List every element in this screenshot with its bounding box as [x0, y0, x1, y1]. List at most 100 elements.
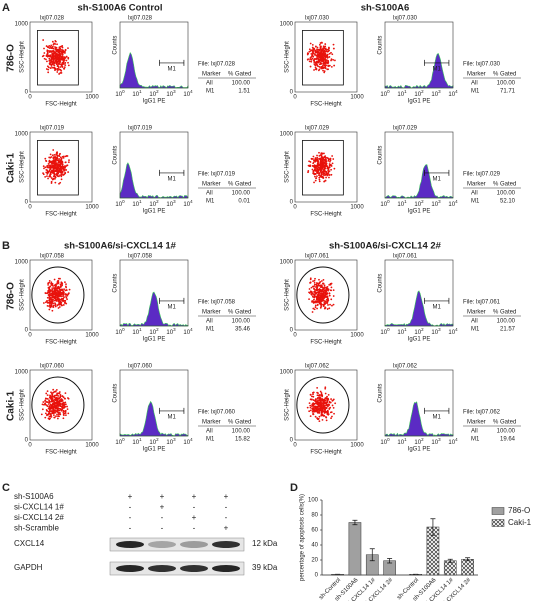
dot — [55, 164, 57, 167]
dot — [311, 168, 314, 171]
histogram — [384, 290, 454, 327]
dot — [52, 306, 55, 309]
dot — [55, 405, 58, 407]
dot — [60, 48, 62, 51]
dot — [319, 45, 322, 48]
dot — [323, 70, 326, 73]
dot — [319, 293, 321, 295]
dot — [64, 409, 67, 412]
dot — [62, 49, 64, 52]
dot — [55, 174, 58, 176]
dot — [329, 411, 332, 414]
dot — [326, 409, 329, 412]
gate — [296, 376, 350, 434]
dot — [56, 71, 59, 73]
dot — [322, 170, 324, 173]
scatter-frame — [294, 131, 358, 203]
dot — [328, 174, 331, 176]
dot — [325, 48, 328, 51]
dot — [50, 163, 53, 165]
dot — [47, 163, 50, 165]
dot — [64, 61, 67, 64]
dot — [330, 168, 333, 171]
dot — [59, 58, 62, 60]
stats-head: % Gated — [228, 310, 251, 316]
dot — [312, 399, 315, 401]
dot — [316, 158, 319, 160]
marker-m1 — [424, 407, 450, 414]
dot — [324, 392, 327, 395]
dot — [51, 171, 54, 174]
dot — [327, 299, 330, 302]
dot — [50, 182, 53, 184]
dot — [60, 173, 63, 176]
dot — [319, 295, 322, 298]
dot — [67, 171, 70, 173]
dot — [59, 294, 62, 297]
stats-cell: All — [471, 191, 478, 197]
dot — [329, 157, 332, 160]
dot — [317, 405, 320, 408]
dot — [310, 60, 313, 63]
tick-label: 0 — [290, 328, 294, 334]
dot — [325, 176, 327, 179]
sign: + — [160, 503, 165, 512]
dot — [54, 47, 57, 50]
dot — [315, 283, 318, 286]
tick-label: 104 — [183, 437, 193, 445]
stats-head: % Gated — [228, 420, 251, 426]
dot — [60, 408, 63, 410]
dot — [58, 415, 60, 418]
dot — [58, 302, 61, 304]
dot — [314, 175, 316, 178]
tick-label: 101 — [132, 437, 142, 445]
tick-base: 10 — [115, 440, 122, 446]
dot — [328, 283, 331, 286]
dot — [317, 295, 319, 297]
scatter-dots — [42, 149, 70, 185]
tick-exp: 4 — [190, 437, 193, 442]
hist-frame — [384, 259, 454, 327]
dot — [326, 399, 329, 401]
dot — [319, 405, 322, 408]
dot — [57, 51, 60, 54]
dot — [319, 42, 322, 44]
plot-title: lxj07.058 — [128, 254, 153, 260]
dot — [315, 406, 318, 409]
dot — [49, 396, 51, 399]
plot-title: lxj07.062 — [393, 364, 418, 370]
dot — [55, 58, 58, 61]
dot — [51, 40, 54, 43]
dot — [64, 397, 66, 400]
dot — [62, 59, 65, 62]
dot — [315, 61, 317, 64]
dot — [331, 399, 334, 402]
dot — [54, 397, 57, 400]
dot — [320, 304, 323, 307]
dot — [319, 55, 322, 58]
stats-cell: All — [206, 319, 213, 325]
dot — [67, 64, 70, 67]
dot — [325, 301, 328, 303]
dot — [65, 289, 68, 291]
dot — [316, 46, 319, 49]
tick-base: 10 — [431, 330, 438, 336]
dot — [317, 61, 320, 63]
stats-file: File: lxj07.058 — [198, 300, 236, 306]
dot — [317, 283, 320, 286]
dot — [310, 395, 313, 398]
dot — [52, 177, 55, 180]
tick-base: 10 — [115, 202, 122, 208]
marker-m1 — [159, 297, 185, 304]
dot — [318, 178, 321, 181]
dot — [55, 153, 58, 155]
dot — [324, 58, 326, 61]
dot — [330, 58, 333, 61]
tick-label: 102 — [414, 327, 424, 335]
dot — [318, 68, 321, 71]
dot — [326, 395, 328, 398]
dot — [316, 301, 319, 303]
axis-label: FSC-Height — [45, 212, 77, 218]
dot — [314, 158, 317, 161]
y-tick-label: 60 — [311, 528, 318, 534]
